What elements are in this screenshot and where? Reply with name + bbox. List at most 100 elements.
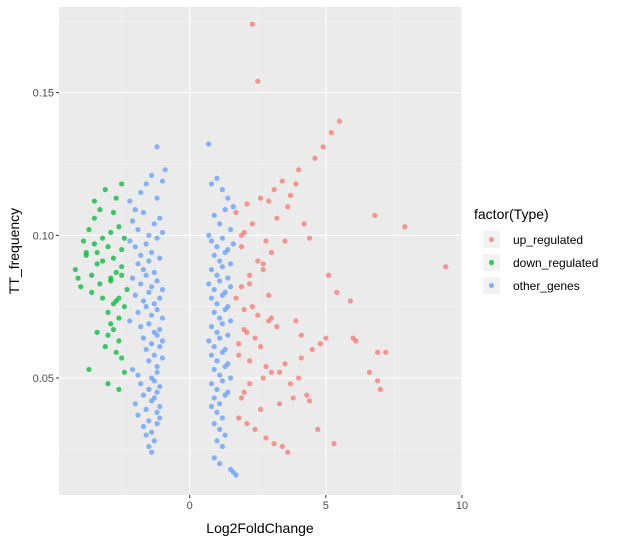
point-up-regulated (374, 378, 381, 384)
point-other-genes (233, 472, 239, 478)
point-other-genes (219, 292, 225, 298)
point-other-genes (132, 207, 138, 213)
point-down-regulated (119, 264, 125, 270)
point-up-regulated (301, 221, 307, 227)
point-down-regulated (94, 249, 100, 256)
legend: factor(Type) up_regulated down_regulatedo… (474, 206, 598, 294)
point-down-regulated (113, 298, 119, 304)
panel-background (59, 7, 462, 495)
legend-swatch-up-regulated (488, 236, 495, 243)
point-other-genes (157, 415, 163, 421)
y-tick-label: 0.10 (33, 230, 54, 242)
point-other-genes (138, 252, 144, 258)
legend-title: factor(Type) (474, 206, 549, 222)
point-up-regulated (249, 221, 255, 227)
point-up-regulated (279, 443, 285, 450)
point-up-regulated (336, 118, 343, 124)
point-up-regulated (247, 281, 253, 287)
point-other-genes (138, 281, 144, 287)
point-up-regulated (238, 395, 245, 401)
point-down-regulated (124, 286, 130, 293)
point-up-regulated (255, 312, 261, 318)
point-up-regulated (287, 192, 294, 198)
point-up-regulated (274, 215, 280, 221)
point-other-genes (214, 409, 220, 415)
point-down-regulated (121, 235, 127, 241)
legend-swatch-down-regulated (488, 259, 495, 266)
point-down-regulated (97, 281, 103, 287)
point-other-genes (214, 386, 220, 393)
point-down-regulated (116, 315, 122, 321)
point-other-genes (159, 286, 166, 293)
point-other-genes (227, 375, 234, 381)
point-up-regulated (290, 395, 296, 401)
point-up-regulated (402, 224, 408, 230)
point-other-genes (211, 455, 217, 461)
point-other-genes (140, 298, 147, 304)
point-other-genes (159, 315, 166, 321)
point-other-genes (132, 244, 138, 250)
point-down-regulated (113, 269, 119, 276)
point-up-regulated (257, 344, 264, 350)
point-up-regulated (271, 441, 277, 447)
point-down-regulated (72, 266, 78, 273)
point-up-regulated (317, 341, 324, 347)
point-up-regulated (233, 295, 239, 301)
point-other-genes (217, 278, 223, 284)
point-other-genes (214, 244, 220, 250)
point-other-genes (214, 175, 220, 181)
point-down-regulated (102, 344, 108, 350)
point-up-regulated (255, 258, 261, 264)
point-up-regulated (257, 195, 264, 201)
point-other-genes (143, 241, 149, 247)
point-up-regulated (252, 335, 258, 341)
legend-swatch-other-genes (488, 282, 495, 289)
point-other-genes (154, 332, 160, 338)
point-other-genes (157, 255, 163, 261)
data-points (72, 21, 449, 478)
point-other-genes (151, 438, 157, 444)
point-other-genes (227, 318, 234, 324)
point-other-genes (217, 221, 223, 227)
point-other-genes (217, 335, 223, 341)
point-other-genes (217, 426, 223, 432)
point-up-regulated (293, 181, 299, 187)
point-down-regulated (108, 278, 114, 284)
point-other-genes (146, 386, 152, 393)
point-other-genes (222, 432, 228, 438)
point-down-regulated (113, 195, 119, 201)
point-up-regulated (238, 232, 245, 238)
y-axis-title: TT_frequency (6, 208, 22, 294)
point-up-regulated (443, 264, 449, 270)
point-other-genes (206, 338, 212, 344)
point-down-regulated (110, 209, 117, 216)
point-down-regulated (105, 332, 111, 338)
point-other-genes (148, 284, 155, 290)
point-up-regulated (366, 369, 373, 375)
point-other-genes (222, 207, 228, 213)
point-up-regulated (353, 338, 359, 344)
point-up-regulated (244, 421, 250, 427)
point-up-regulated (247, 272, 253, 278)
point-up-regulated (252, 426, 258, 432)
legend-label-other-genes: other_genes (513, 279, 580, 293)
point-down-regulated (99, 295, 106, 301)
y-tick-label: 0.05 (33, 373, 54, 385)
point-other-genes (129, 275, 136, 281)
point-down-regulated (119, 246, 125, 253)
point-other-genes (140, 266, 147, 273)
point-other-genes (208, 403, 215, 410)
point-other-genes (127, 198, 133, 204)
point-down-regulated (86, 366, 92, 373)
point-other-genes (227, 261, 234, 267)
point-down-regulated (102, 187, 108, 193)
point-down-regulated (113, 349, 119, 355)
point-other-genes (211, 286, 217, 293)
point-other-genes (208, 324, 215, 330)
point-down-regulated (78, 284, 84, 290)
point-down-regulated (94, 329, 100, 335)
point-up-regulated (374, 349, 381, 355)
point-other-genes (162, 167, 168, 173)
point-other-genes (148, 429, 155, 435)
point-other-genes (146, 358, 152, 364)
